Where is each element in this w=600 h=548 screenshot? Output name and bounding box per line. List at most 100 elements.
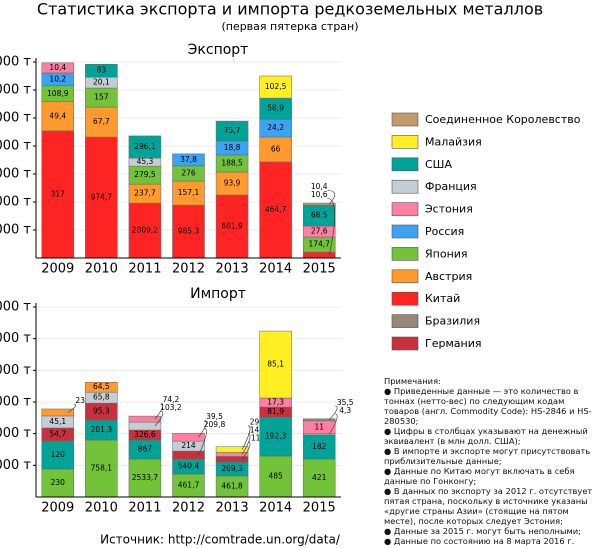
callout-line bbox=[198, 419, 207, 438]
bar-label: 10,6 bbox=[311, 190, 328, 199]
bar-label: 14,6 bbox=[250, 426, 267, 435]
legend-swatch bbox=[391, 224, 419, 239]
bar-label: 35,5 bbox=[337, 398, 354, 407]
bar-segment bbox=[85, 63, 118, 78]
bar-label: 192,3 bbox=[265, 432, 287, 441]
y-tick-label: 20000 т bbox=[0, 458, 31, 473]
x-tick-label: 2010 bbox=[85, 262, 118, 277]
bar-label: 64,5 bbox=[93, 382, 110, 391]
bar-label: 74,2 bbox=[163, 395, 180, 404]
bar-label: 54,7 bbox=[49, 429, 66, 438]
bar-label: 83 bbox=[97, 66, 107, 75]
bar-label: 681,9 bbox=[221, 222, 243, 231]
bar-segment bbox=[41, 468, 75, 498]
legend-label: США bbox=[425, 158, 452, 171]
bar-label: 2533,7 bbox=[132, 473, 158, 482]
bar-label: 45,1 bbox=[49, 417, 66, 426]
y-tick-label: 80000 т bbox=[0, 363, 31, 378]
legend-swatch bbox=[391, 112, 419, 127]
x-tick-label: 2010 bbox=[85, 501, 118, 516]
bar-label: 464,7 bbox=[265, 205, 287, 214]
bar-segment bbox=[172, 153, 205, 167]
chart-title: Импорт bbox=[190, 286, 246, 302]
callout-line bbox=[241, 425, 251, 450]
legend-label: Соединенное Королевство bbox=[425, 113, 581, 126]
y-tick-label: 40000 т bbox=[0, 139, 31, 154]
bar-label: 24,2 bbox=[267, 123, 284, 132]
bar-label: 209,8 bbox=[204, 420, 226, 429]
bar-label: 461,7 bbox=[178, 481, 200, 490]
bar-label: 10,4 bbox=[49, 63, 66, 72]
bar-label: 116 bbox=[251, 434, 266, 443]
bar-label: 95,3 bbox=[93, 407, 110, 416]
bar-label: 461,8 bbox=[221, 481, 243, 490]
bar-label: 45,3 bbox=[137, 157, 154, 166]
bar-segment bbox=[41, 130, 75, 259]
legend-swatch bbox=[391, 179, 419, 194]
legend-label: Германия bbox=[425, 337, 481, 350]
note: Приведенные данные — это количество в то… bbox=[384, 386, 594, 426]
bar-label: 108,9 bbox=[47, 89, 69, 98]
legend-label: Малайзия bbox=[425, 135, 482, 148]
legend-swatch bbox=[391, 157, 419, 172]
legend-swatch bbox=[391, 269, 419, 284]
bar-label: 29,2 bbox=[250, 418, 267, 427]
notes: Примечания: Приведенные данные — это кол… bbox=[384, 376, 594, 546]
bar-segment bbox=[128, 135, 162, 159]
bar-label: 75,7 bbox=[224, 126, 241, 135]
legend-label: Китай bbox=[425, 292, 460, 305]
note: Цифры в столбцах указывают на денежный э… bbox=[384, 426, 594, 446]
callout-line bbox=[67, 403, 77, 413]
callout-line bbox=[154, 410, 164, 427]
bar-label: 67,7 bbox=[93, 117, 110, 126]
bar-segment bbox=[41, 440, 75, 470]
bar-segment bbox=[41, 101, 75, 132]
bar-segment bbox=[259, 161, 292, 259]
bar-label: 867 bbox=[138, 445, 153, 454]
bar-label: 201,3 bbox=[91, 425, 113, 434]
legend-swatch bbox=[391, 202, 419, 216]
bar-segment bbox=[128, 421, 162, 431]
callout-line bbox=[198, 427, 207, 456]
bar-label: 237,7 bbox=[134, 189, 156, 198]
bar-label: 985,3 bbox=[178, 227, 200, 236]
x-tick-label: 2012 bbox=[172, 262, 205, 277]
bar-label: 174,7 bbox=[308, 240, 330, 249]
note: В данных по экспорту за 2012 г. отсутств… bbox=[384, 486, 594, 526]
bar-segment bbox=[259, 75, 292, 99]
bar-label: 20,1 bbox=[93, 78, 110, 87]
bar-label: 103,2 bbox=[160, 403, 182, 412]
callout-line bbox=[328, 405, 338, 421]
bar-label: 2809,2 bbox=[132, 226, 158, 235]
bar-segment bbox=[128, 458, 162, 498]
bar-label: 317 bbox=[51, 189, 66, 198]
bar-segment bbox=[302, 202, 336, 206]
y-tick-label: 60000 т bbox=[0, 83, 31, 98]
x-tick-label: 2013 bbox=[216, 262, 249, 277]
bar-label: 17,3 bbox=[267, 398, 284, 407]
bar-segment bbox=[128, 415, 162, 423]
x-tick-label: 2015 bbox=[303, 262, 336, 277]
bar-label: 37,8 bbox=[180, 155, 197, 164]
y-tick-label: 30000 т bbox=[0, 167, 31, 182]
bar-segment bbox=[85, 136, 118, 259]
bar-label: 276 bbox=[181, 168, 196, 177]
legend-label: Россия bbox=[425, 225, 464, 238]
bar-label: 58,9 bbox=[267, 104, 284, 113]
x-tick-label: 2015 bbox=[303, 501, 336, 516]
y-tick-label: 10000 т bbox=[0, 223, 31, 238]
x-tick-label: 2014 bbox=[259, 501, 292, 516]
bar-segment bbox=[41, 408, 75, 417]
x-tick-label: 2014 bbox=[259, 262, 292, 277]
note: Данные за 2015 г. могут быть неполными; bbox=[384, 526, 594, 536]
bar-label: 102,5 bbox=[265, 82, 287, 91]
bar-label: 49,4 bbox=[49, 111, 66, 120]
bar-label: 188,5 bbox=[221, 159, 243, 168]
bar-label: 68,5 bbox=[311, 211, 328, 220]
callout-line bbox=[327, 197, 336, 256]
bar-label: 93,9 bbox=[224, 179, 241, 188]
bar-label: 214 bbox=[181, 441, 196, 450]
bar-segment bbox=[172, 432, 205, 442]
